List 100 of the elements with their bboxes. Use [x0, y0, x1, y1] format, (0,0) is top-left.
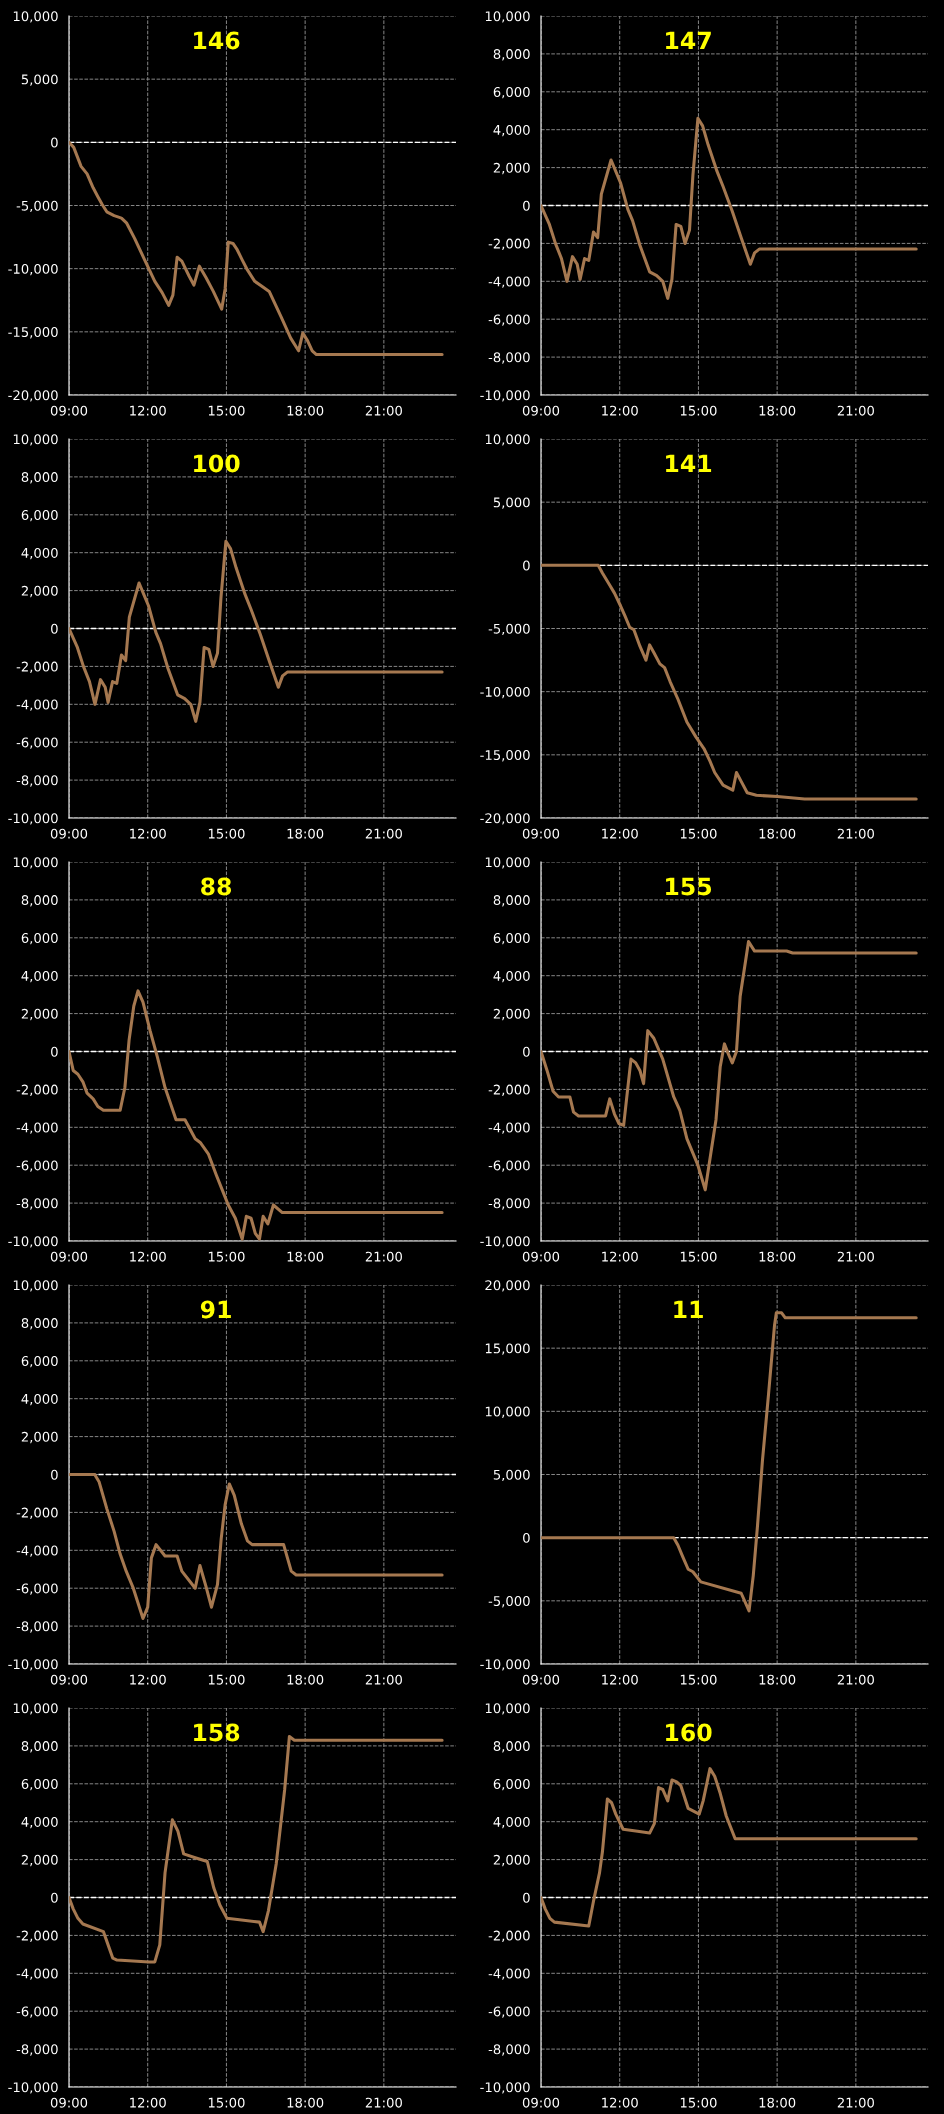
text: 91: [200, 1300, 231, 1319]
y-tick-label: 2,000: [493, 162, 530, 175]
text: 147: [666, 31, 711, 50]
x-tick-label: 21:00: [365, 405, 402, 416]
y-tick-label: -10,000: [8, 813, 58, 825]
y-tick-label: 4,000: [21, 1393, 58, 1406]
y-tick-label: -6,000: [16, 1160, 58, 1172]
y-tick-label: 2,000: [493, 1854, 530, 1867]
y-tick-label: 0: [523, 1046, 530, 1057]
y-tick-label: 10,000: [485, 11, 530, 23]
y-tick-label: -2,000: [488, 1930, 530, 1942]
y-tick-label: -15,000: [8, 327, 58, 339]
y-tick-label: -2,000: [16, 1930, 58, 1942]
y-tick-label: 6,000: [493, 1779, 530, 1791]
y-tick-label: 10,000: [13, 857, 58, 869]
text: 158: [194, 1723, 240, 1742]
line-series: [541, 116, 918, 300]
x-tick-label: 12:00: [130, 1674, 166, 1685]
x-tick-label: 21:00: [837, 2097, 874, 2108]
x-tick-label: 18:00: [287, 405, 324, 416]
text: 11: [674, 1300, 703, 1319]
y-tick-label: -2,000: [16, 1507, 58, 1519]
x-tick-label: 15:00: [208, 828, 245, 839]
x-tick-label: 21:00: [365, 1251, 402, 1262]
line-series: [69, 539, 444, 723]
x-tick-label: 21:00: [837, 1251, 874, 1262]
y-tick-label: -2,000: [488, 238, 530, 250]
y-tick-label: 10,000: [485, 1406, 530, 1418]
x-tick-label: 15:00: [680, 1674, 717, 1685]
y-tick-label: -10,000: [480, 390, 530, 402]
y-tick-label: -5,000: [16, 200, 58, 213]
x-tick-label: 15:00: [680, 405, 717, 416]
x-tick-label: 18:00: [287, 828, 324, 839]
y-tick-label: 2,000: [493, 1008, 530, 1021]
x-tick-label: 15:00: [680, 2097, 717, 2108]
y-tick-label: 6,000: [21, 1779, 58, 1791]
y-tick-label: 6,000: [21, 1356, 58, 1368]
y-tick-label: -6,000: [16, 1583, 58, 1595]
x-tick-label: 18:00: [759, 1251, 796, 1262]
x-tick-label: 09:00: [50, 1251, 88, 1262]
y-tick-label: 10,000: [13, 434, 58, 446]
x-tick-label: 12:00: [602, 1251, 638, 1262]
x-tick-label: 21:00: [837, 828, 874, 839]
y-tick-label: -2,000: [488, 1084, 530, 1096]
y-tick-label: 10,000: [485, 434, 530, 446]
y-tick-label: 2,000: [21, 1431, 58, 1444]
line-series: [69, 989, 444, 1241]
x-tick-label: 09:00: [522, 1251, 560, 1262]
y-tick-label: -6,000: [488, 314, 530, 326]
y-tick-label: -10,000: [8, 1236, 58, 1248]
y-tick-label: -10,000: [480, 1659, 530, 1671]
x-tick-label: 18:00: [287, 1251, 324, 1262]
y-tick-label: 0: [51, 1046, 58, 1057]
x-tick-label: 18:00: [759, 405, 796, 416]
x-tick-label: 18:00: [759, 2097, 796, 2108]
y-tick-label: 0: [523, 200, 530, 211]
text: 160: [666, 1723, 712, 1742]
y-tick-label: 8,000: [493, 895, 530, 907]
y-tick-label: 4,000: [21, 1816, 58, 1829]
y-tick-label: -10,000: [480, 686, 530, 699]
text: 88: [201, 877, 232, 896]
x-tick-label: 12:00: [130, 2097, 166, 2108]
y-tick-label: 0: [523, 560, 530, 571]
y-tick-label: -6,000: [16, 2006, 58, 2018]
y-tick-label: 4,000: [493, 1816, 530, 1829]
text: 141: [666, 454, 712, 473]
x-tick-label: 21:00: [365, 2097, 402, 2108]
y-tick-label: 8,000: [21, 895, 58, 907]
y-tick-label: -4,000: [16, 1122, 58, 1134]
y-tick-label: -4,000: [16, 1968, 58, 1980]
y-tick-label: 10,000: [485, 1703, 530, 1715]
y-tick-label: -6,000: [488, 2006, 530, 2018]
y-tick-label: 4,000: [493, 124, 530, 137]
y-tick-label: 10,000: [13, 1703, 58, 1715]
y-tick-label: -4,000: [488, 1968, 530, 1980]
x-tick-label: 12:00: [130, 405, 166, 416]
x-tick-label: 09:00: [522, 2097, 560, 2108]
x-tick-label: 09:00: [50, 828, 88, 839]
y-tick-label: -4,000: [16, 699, 58, 711]
x-tick-label: 21:00: [365, 828, 402, 839]
x-tick-label: 09:00: [50, 1674, 88, 1685]
y-tick-label: 10,000: [13, 11, 58, 23]
y-tick-label: 6,000: [21, 510, 58, 522]
y-tick-label: -2,000: [16, 1084, 58, 1096]
text: 146: [194, 31, 240, 50]
y-tick-label: -6,000: [16, 737, 58, 749]
x-tick-label: 09:00: [522, 405, 560, 416]
text: 155: [666, 877, 712, 896]
line-series: [69, 1472, 444, 1621]
y-tick-label: 5,000: [21, 74, 58, 86]
x-tick-label: 12:00: [602, 405, 638, 416]
x-tick-label: 15:00: [680, 1251, 717, 1262]
y-tick-label: 15,000: [485, 1343, 530, 1355]
y-tick-label: -8,000: [16, 775, 58, 787]
y-tick-label: -4,000: [488, 1122, 530, 1134]
x-tick-label: 12:00: [602, 1674, 638, 1685]
y-tick-label: 0: [51, 1469, 58, 1480]
y-tick-label: 2,000: [21, 1008, 58, 1021]
y-tick-label: 20,000: [485, 1280, 530, 1292]
y-tick-label: 10,000: [485, 857, 530, 869]
